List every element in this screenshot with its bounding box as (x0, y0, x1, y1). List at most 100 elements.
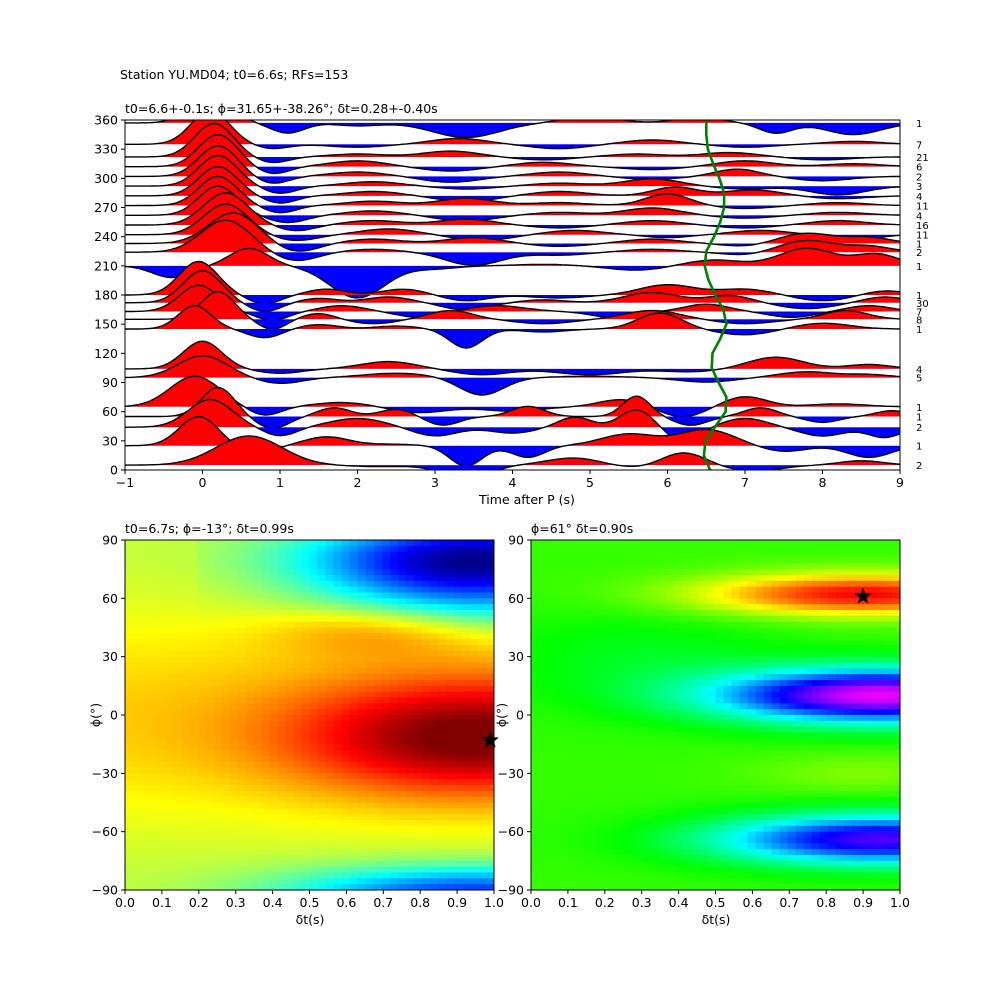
heatmap-right-cell (587, 662, 596, 669)
heatmap-right-cell (603, 843, 612, 850)
heatmap-left-cell (381, 668, 391, 675)
heatmap-left-cell (365, 551, 375, 559)
heatmap-right-cell (747, 825, 757, 833)
heatmap-right-cell (643, 563, 652, 570)
heatmap-left-cell (461, 586, 471, 594)
heatmap-left-cell (357, 703, 367, 710)
heatmap-left-cell (325, 668, 335, 675)
heatmap-right-cell (547, 726, 556, 734)
rf-trace-line (125, 304, 900, 349)
heatmap-right-cell (683, 796, 693, 804)
heatmap-right-cell (795, 621, 805, 629)
heatmap-left-cell (197, 726, 206, 734)
heatmap-left-cell (277, 750, 287, 757)
heatmap-left-cell (317, 732, 327, 739)
heatmap-left-cell (421, 825, 431, 833)
heatmap-left-cell (325, 615, 335, 623)
heatmap-right-cell (531, 697, 540, 704)
heatmap-left-cell (365, 843, 375, 850)
heatmap-right-cell (531, 569, 540, 576)
heatmap-left-cell (389, 703, 399, 710)
heatmap-left-cell (293, 820, 303, 827)
heatmap-right-cell (531, 860, 540, 868)
heatmap-left-cell (141, 785, 150, 792)
heatmap-left-cell (325, 639, 335, 646)
heatmap-right-cell (611, 545, 620, 553)
heatmap-right-cell (763, 796, 773, 804)
heatmap-right-cell (563, 563, 572, 570)
heatmap-left-cell (397, 685, 407, 693)
heatmap-right-cell (547, 849, 556, 856)
heatmap-left-cell (437, 866, 447, 874)
heatmap-right-cell (595, 580, 604, 588)
heatmap-right-cell (635, 598, 644, 605)
heatmap-right-cell (667, 814, 676, 821)
heatmap-left-cell (445, 645, 455, 652)
heatmap-right-cell (747, 604, 757, 611)
heatmap-left-cell (461, 569, 471, 576)
heatmap-left-cell (269, 691, 279, 699)
heatmap-right-cell (747, 744, 757, 751)
heatmap-left-cell (269, 621, 279, 629)
heatmap-right-cell (787, 767, 797, 774)
heatmap-left-cell (293, 709, 303, 716)
heatmap-left-cell (157, 884, 166, 890)
heatmap-left-cell (453, 855, 463, 862)
heatmap-right-cell (683, 720, 693, 728)
heatmap-right-cell (691, 837, 701, 844)
heatmap-right-cell (683, 750, 693, 757)
heatmap-left-cell (261, 814, 270, 821)
heatmap-right-cell (603, 668, 612, 675)
heatmap-right-cell (731, 615, 741, 623)
heatmap-right-cell (659, 855, 668, 862)
heatmap-right-cell (779, 575, 789, 582)
heatmap-left-cell (205, 849, 214, 856)
heatmap-left-cell (189, 709, 198, 716)
heatmap-right-cell (547, 575, 556, 582)
heatmap-left-cell (453, 615, 463, 623)
heatmap-left-cell (325, 738, 335, 745)
heatmap-left-cell (133, 825, 142, 833)
heatmap-right-cell (571, 878, 580, 885)
heatmap-left-cell (405, 849, 415, 856)
heatmap-right-cell (715, 720, 725, 728)
heatmap-left-cell (205, 569, 214, 576)
heatmap-left-cell (469, 855, 479, 862)
rf-trace-line (125, 154, 900, 196)
heatmap-right-cell (747, 621, 757, 629)
heatmap-left-cell (405, 703, 415, 710)
heatmap-left-cell (437, 726, 447, 734)
heatmap-left-cell (197, 586, 206, 594)
rf-trace-line (125, 398, 900, 443)
heatmap-left-cell (133, 650, 142, 658)
heatmap-left-cell (245, 849, 254, 856)
heatmap-right-cell (779, 586, 789, 594)
heatmap-left-cell (165, 627, 174, 634)
heatmap-right-cell (667, 738, 676, 745)
heatmap-left-cell (309, 639, 319, 646)
heatmap-right-cell (627, 615, 636, 623)
heatmap-left-cell (397, 575, 407, 582)
heatmap-right-cell (755, 668, 765, 675)
heatmap-left-cell (381, 831, 391, 839)
heatmap-right-cell (715, 773, 725, 780)
heatmap-left-cell (341, 645, 351, 652)
heatmap-left-cell (397, 843, 407, 850)
heatmap-right-cell (547, 545, 556, 553)
heatmap-left-cell (333, 831, 343, 839)
heatmap-left-cell (341, 761, 351, 769)
heatmap-left-cell (461, 650, 471, 658)
heatmap-left-cell (325, 557, 335, 564)
heatmap-left-cell (325, 726, 335, 734)
heatmap-left-cell (133, 732, 142, 739)
heatmap-right-cell (667, 796, 676, 804)
heatmap-left-cell (141, 656, 150, 664)
heatmap-left-cell (309, 755, 319, 763)
heatmap-right-cell (707, 843, 717, 850)
heatmap-left-cell (149, 785, 158, 792)
heatmap-left-cell (301, 820, 311, 827)
heatmap-right-cell (611, 744, 620, 751)
heatmap-left-cell (365, 680, 375, 687)
heatmap-left-cell (333, 884, 343, 890)
heatmap-right-cell (539, 668, 548, 675)
